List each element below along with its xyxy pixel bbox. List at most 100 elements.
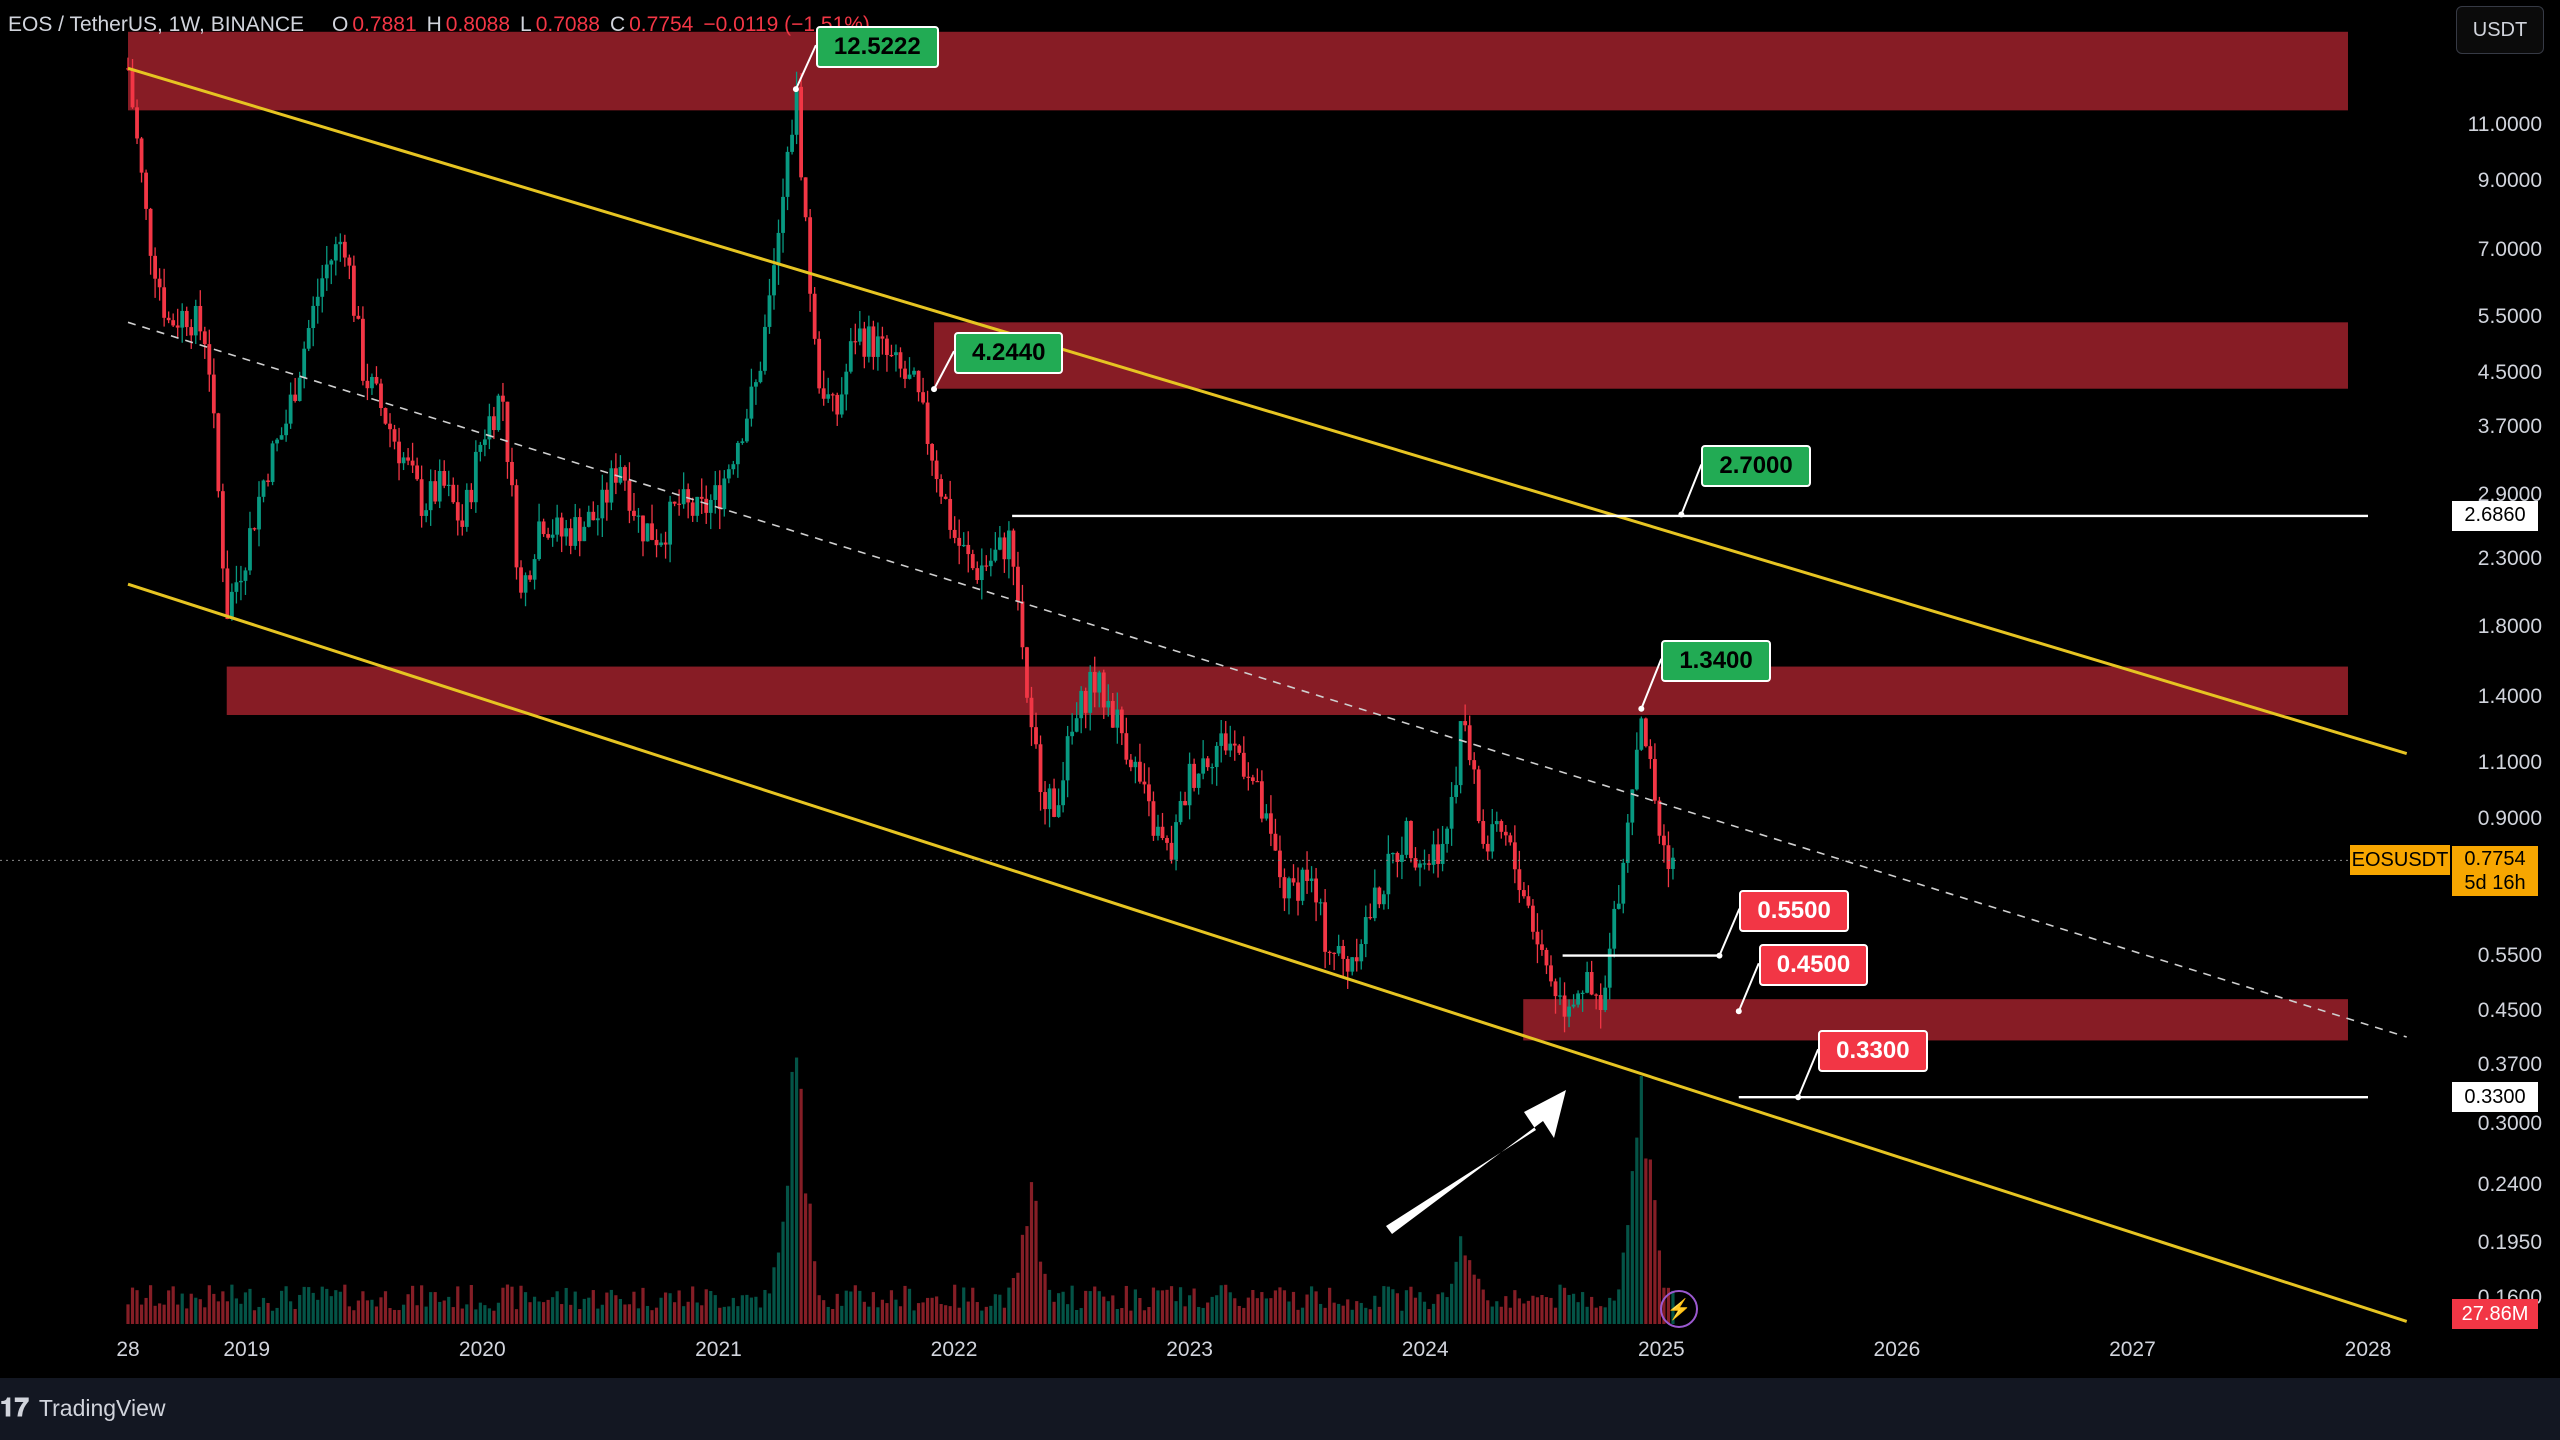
volume-bar — [1486, 1300, 1490, 1324]
candle-body — [1192, 763, 1197, 788]
volume-bar — [654, 1307, 659, 1324]
tradingview-logo[interactable]: 𝟏𝟕 TradingView — [0, 1392, 166, 1424]
candle-body — [894, 352, 898, 356]
candle-body — [1404, 820, 1409, 855]
candle-body — [645, 523, 650, 542]
volume-bar — [587, 1297, 591, 1324]
candle-body — [1368, 917, 1373, 919]
volume-bar — [1237, 1305, 1241, 1324]
volume-bar — [790, 1071, 794, 1324]
volume-bar — [261, 1297, 266, 1324]
volume-bar — [749, 1297, 754, 1324]
candle-body — [564, 528, 569, 537]
candle-body — [1589, 972, 1594, 995]
volume-bar — [1228, 1292, 1232, 1324]
price-annotation-label[interactable]: 0.3300 — [1818, 1030, 1928, 1073]
candle-body — [261, 480, 266, 497]
volume-bar — [1621, 1252, 1625, 1324]
lightning-icon[interactable]: ⚡ — [1660, 1290, 1698, 1328]
candle-body — [1463, 721, 1468, 726]
candle-body — [541, 521, 546, 535]
candle-body — [198, 305, 203, 332]
candle-body — [1305, 869, 1309, 881]
volume-bar — [1002, 1307, 1006, 1324]
last-price-plate: 0.7754 5d 16h — [2452, 846, 2538, 897]
candle-body — [1508, 835, 1513, 843]
volume-bar — [1508, 1307, 1512, 1324]
volume-bar — [1011, 1277, 1016, 1324]
currency-button[interactable]: USDT — [2456, 6, 2544, 54]
candle-body — [288, 394, 293, 424]
volume-bar — [1617, 1289, 1621, 1324]
volume-bar — [1648, 1159, 1652, 1324]
candle-body — [1327, 951, 1332, 954]
price-annotation-label[interactable]: 1.3400 — [1661, 639, 1771, 682]
volume-bar — [1305, 1294, 1309, 1324]
high-value: 0.8088 — [445, 13, 511, 36]
candle-body — [419, 479, 424, 516]
candle-body — [175, 325, 180, 328]
candle-body — [826, 394, 831, 399]
candle-body — [726, 469, 731, 479]
candle-body — [1246, 776, 1251, 778]
candle-body — [663, 542, 668, 545]
volume-bar — [894, 1299, 898, 1324]
volume-bar — [514, 1309, 519, 1324]
candle-body — [406, 457, 410, 461]
volume-bar — [501, 1287, 505, 1324]
price-annotation-label[interactable]: 2.7000 — [1701, 445, 1811, 488]
volume-bar — [835, 1293, 839, 1324]
candle-body — [464, 489, 469, 527]
volume-bar — [1377, 1306, 1381, 1324]
volume-bar — [279, 1290, 284, 1324]
volume-bar — [781, 1221, 785, 1324]
price-annotation-label[interactable]: 0.4500 — [1758, 944, 1869, 987]
volume-bar — [1025, 1226, 1029, 1324]
volume-bar — [993, 1294, 997, 1324]
price-annotation-label[interactable]: 4.2440 — [954, 332, 1064, 375]
volume-bar — [1183, 1306, 1187, 1324]
volume-bar — [1120, 1308, 1124, 1324]
volume-bar — [957, 1307, 961, 1324]
candle-body — [528, 575, 532, 580]
candle-body — [595, 518, 600, 521]
candle-body — [306, 328, 311, 349]
volume-bar — [980, 1310, 984, 1324]
candle-body — [1006, 530, 1011, 560]
volume-bar — [1165, 1289, 1169, 1324]
volume-bar — [799, 1088, 803, 1324]
volume-bar — [1328, 1287, 1332, 1324]
candle-body — [1025, 647, 1029, 698]
volume-bar — [867, 1306, 871, 1324]
volume-bar — [686, 1301, 690, 1324]
volume-bar — [1255, 1298, 1259, 1324]
price-annotation-label[interactable]: 12.5222 — [815, 26, 939, 69]
candle-body — [501, 395, 505, 402]
volume-bar — [257, 1306, 261, 1324]
volume-bar — [1504, 1296, 1508, 1324]
candle-body — [1092, 671, 1097, 693]
tradingview-mark-icon: 𝟏𝟕 — [0, 1392, 29, 1422]
candle-body — [1350, 957, 1355, 972]
volume-bar — [939, 1304, 943, 1324]
volume-bar — [365, 1300, 370, 1324]
volume-bar — [1341, 1305, 1345, 1324]
volume-bar — [668, 1293, 672, 1324]
volume-bar — [1061, 1291, 1065, 1324]
volume-bar — [1156, 1290, 1160, 1324]
volume-bar — [916, 1303, 921, 1324]
volume-bar — [673, 1302, 677, 1324]
volume-bar — [1558, 1284, 1562, 1324]
volume-bar — [1124, 1285, 1128, 1324]
volume-bar — [1422, 1301, 1427, 1324]
volume-bar — [410, 1285, 415, 1324]
volume-bar — [144, 1297, 148, 1324]
volume-bar — [252, 1310, 257, 1324]
volume-bar — [487, 1308, 491, 1324]
candle-body — [1657, 800, 1662, 836]
volume-bar — [1400, 1310, 1404, 1324]
candle-body — [1576, 993, 1580, 1005]
candle-body — [1318, 902, 1323, 904]
price-annotation-label[interactable]: 0.5500 — [1739, 889, 1849, 932]
